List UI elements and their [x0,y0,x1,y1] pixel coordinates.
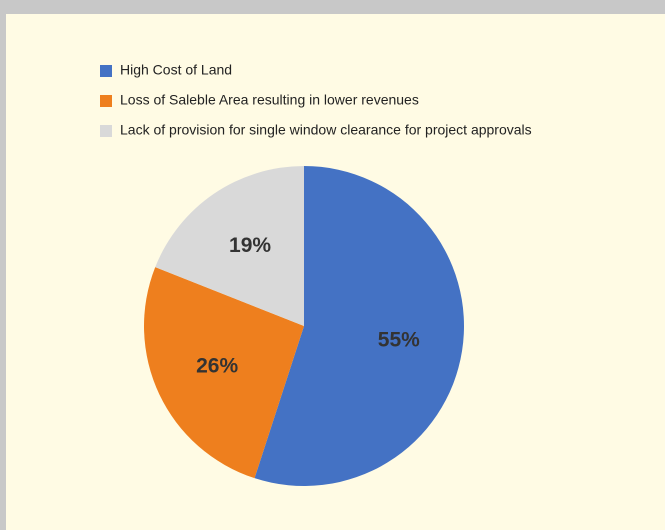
value-label: 26% [196,354,238,377]
value-label: 19% [229,234,271,257]
legend-label: Loss of Saleble Area resulting in lower … [120,92,419,108]
legend-label: Lack of provision for single window clea… [120,122,532,138]
pie-slice [144,267,304,479]
legend-swatch [100,65,112,77]
pie-slice [254,166,464,487]
value-label: 55% [378,329,420,352]
legend-label: High Cost of Land [120,62,232,78]
legend-swatch [100,125,112,137]
legend-swatch [100,95,112,107]
pie-slice [155,166,304,326]
